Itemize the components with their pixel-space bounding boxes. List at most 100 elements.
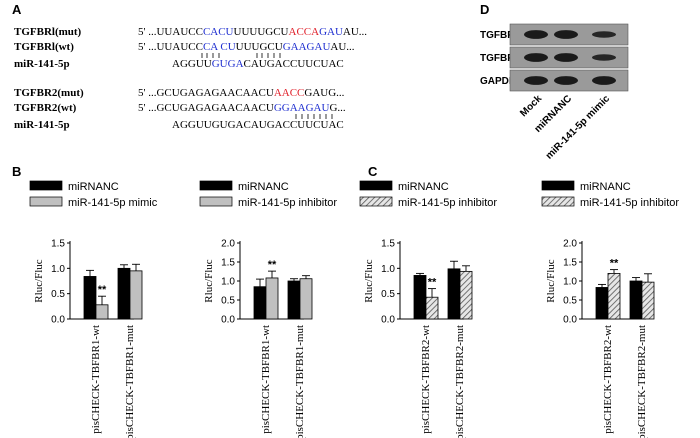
bar [595, 287, 609, 320]
sequence-text: 5' ...UUAUCCCA CUUUUGCUGAAGAUAU... [138, 41, 355, 53]
sequence-text: 5' ...GCUGAGAGAACAACUGGAAGAUG... [138, 102, 346, 114]
x-category-label: pisCHECK-TBFBR2-wt [602, 325, 614, 434]
sequence-segment: CACU [203, 26, 234, 38]
panel-letter: C [368, 164, 378, 179]
x-category-label: pisCHECK-TBFBR2-wt [420, 325, 432, 434]
panel-a-sequences: TGFBRl(mut) 5' ...UUAUCCCACUUUUUGCUACCAGA… [14, 26, 367, 131]
blot-band [554, 30, 578, 39]
y-tick-label: 0.5 [381, 289, 395, 300]
panel-d-letter: D [480, 2, 489, 17]
y-tick-label: 1.5 [563, 258, 577, 269]
sequence-segment: CA [203, 41, 218, 53]
bar [83, 276, 97, 320]
sequence-segment: GGAAGAU [274, 102, 330, 114]
sequence-segment: GAU [319, 26, 343, 38]
bar [607, 272, 621, 320]
sequence-segment: GUGA [212, 58, 244, 70]
legend-swatch [541, 180, 575, 191]
legend-label: miR-141-5p inhibitor [398, 197, 497, 209]
y-tick-label: 1.0 [381, 264, 395, 275]
bar [253, 286, 267, 320]
y-tick-label: 0.5 [51, 289, 65, 300]
legend-swatch [29, 196, 63, 207]
legend-label: miRNANC [68, 181, 119, 193]
legend-swatch [359, 196, 393, 207]
sequence-label: TGFBRl(mut) [14, 26, 82, 38]
blot-band [524, 30, 548, 39]
sequence-segment: CAUGACC [244, 58, 298, 70]
y-axis-title: Rluc/Fluc [363, 259, 375, 303]
bar [299, 278, 313, 320]
blot-band [554, 76, 578, 85]
sequence-text: 5' ...UUAUCCCACUUUUUGCUACCAGAUAU... [138, 26, 367, 38]
sequence-segment: ACCA [289, 26, 320, 38]
sequence-label: TGFBR2(mut) [14, 87, 84, 99]
legend-label: miR-141-5p inhibitor [580, 197, 679, 209]
sequence-prefix: 5' ... [138, 102, 157, 114]
sequence-segment: AGGUU [172, 58, 212, 70]
y-tick-label: 2.0 [563, 239, 577, 250]
bar [447, 268, 461, 320]
bar [129, 270, 143, 320]
legend-label: miR-141-5p mimic [68, 197, 158, 209]
y-tick-label: 0.0 [381, 315, 395, 326]
panel-a-letter: A [12, 2, 22, 17]
sequence-segment: GAAGAU [283, 41, 331, 53]
blot-band [524, 76, 548, 85]
y-tick-label: 1.5 [51, 239, 65, 250]
blot-band [592, 76, 616, 85]
y-tick-label: 1.5 [221, 258, 235, 269]
sequence-text: 5' ...GCUGAGAGAACAACUAACCGAUG... [138, 87, 345, 99]
legend-label: miRNANC [398, 181, 449, 193]
y-tick-label: 2.0 [221, 239, 235, 250]
sequence-label: miR-141-5p [14, 58, 70, 70]
panel-letter: B [12, 164, 21, 179]
y-tick-label: 0.0 [563, 315, 577, 326]
blot-lane-label: Mock [518, 93, 544, 119]
legend-swatch [199, 180, 233, 191]
sequence-segment: GCUGAGAGAACAACU [156, 87, 273, 99]
bar [287, 280, 301, 320]
blot-band [592, 31, 616, 38]
bar [425, 296, 439, 320]
bar [117, 267, 131, 320]
legend-label: miR-141-5p inhibitor [238, 197, 337, 209]
sequence-segment: AU... [330, 41, 354, 53]
significance-mark: ** [610, 258, 619, 270]
y-tick-label: 1.0 [221, 277, 235, 288]
blot-row-label: GAPDH [480, 76, 516, 87]
sequence-segment: UUAUCC [156, 41, 202, 53]
y-axis-title: Rluc/Fluc [203, 259, 215, 303]
significance-mark: ** [428, 277, 437, 289]
sequence-segment: UUAUCC [156, 26, 202, 38]
sequence-label: TGFBR2(wt) [14, 102, 77, 114]
y-tick-label: 1.0 [51, 264, 65, 275]
blot-row-label: TGFBRl [480, 30, 517, 41]
bar [95, 304, 109, 320]
sequence-label: TGFBRl(wt) [14, 41, 74, 53]
blot-band [524, 53, 548, 62]
sequence-label: miR-141-5p [14, 119, 70, 131]
sequence-segment: CU [220, 41, 235, 53]
bar [413, 275, 427, 320]
x-category-label: pisCHECK-TBFBR1-wt [90, 325, 102, 434]
y-tick-label: 0.5 [563, 296, 577, 307]
legend-label: miRNANC [238, 181, 289, 193]
legend-label: miRNANC [580, 181, 631, 193]
sequence-prefix: 5' ... [138, 41, 157, 53]
chart-2: miRNANC miR-141-5p inhibitor 0.0 0.5 1.0 1.5 2… [199, 180, 337, 438]
significance-mark: ** [268, 259, 277, 271]
sequence-prefix: 5' ... [138, 26, 157, 38]
blot-row-label: TGFBR2 [480, 53, 520, 64]
bar [641, 281, 655, 320]
legend-swatch [199, 196, 233, 207]
significance-mark: ** [98, 284, 107, 296]
sequence-segment: AACC [274, 87, 305, 99]
y-axis-title: Rluc/Fluc [545, 259, 557, 303]
legend-swatch [359, 180, 393, 191]
y-axis-title: Rluc/Fluc [33, 259, 45, 303]
x-category-label: pisCHECK-TBFBR2-mut [636, 325, 648, 438]
